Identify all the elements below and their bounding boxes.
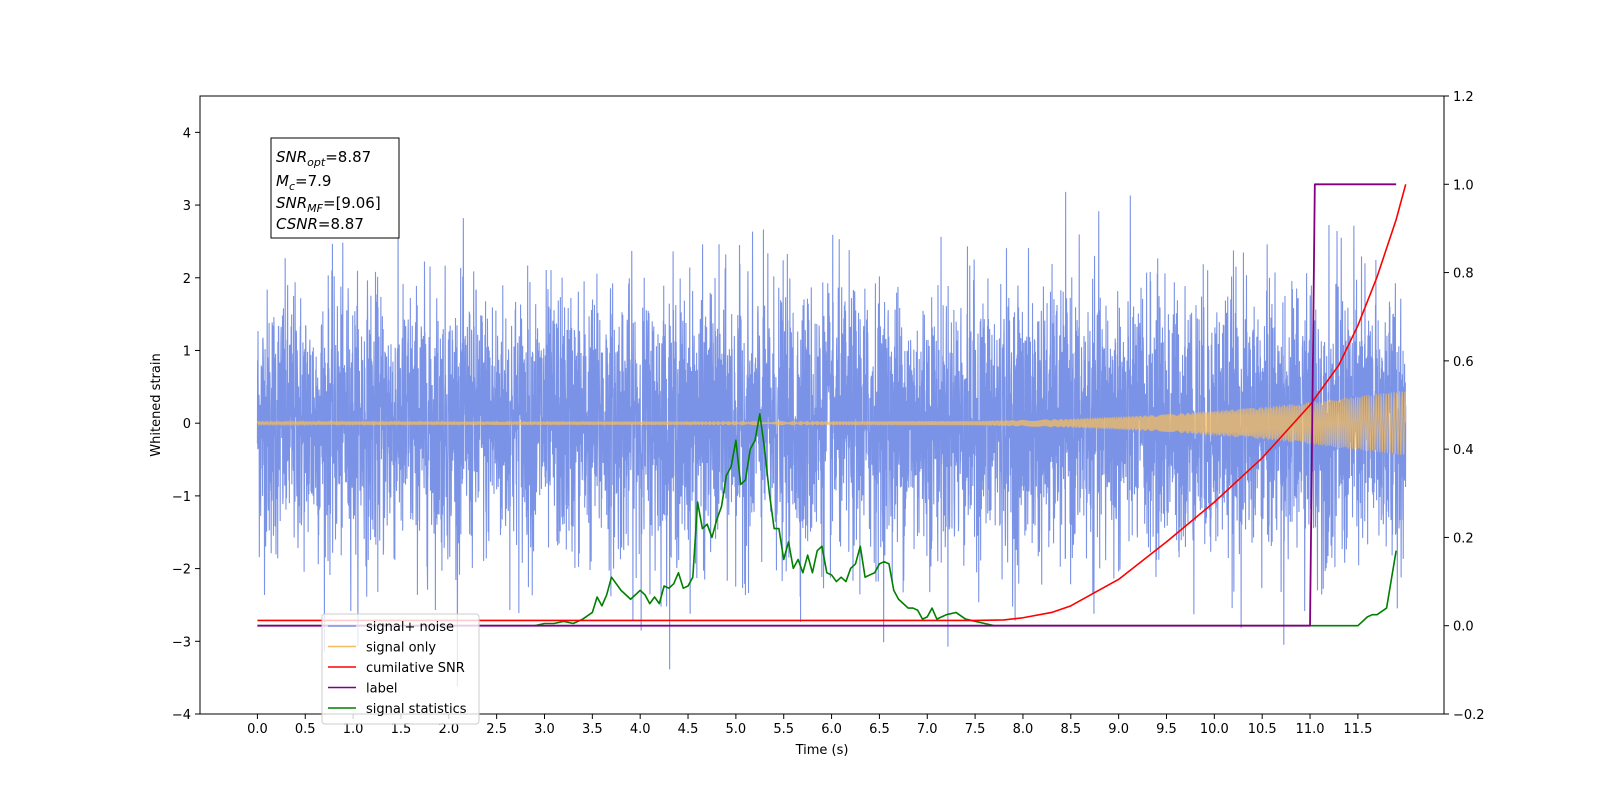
y2-tick-label: 0.8 bbox=[1453, 267, 1474, 282]
x-tick-label: 5.0 bbox=[726, 722, 747, 737]
x-tick-label: 1.5 bbox=[391, 722, 412, 737]
x-tick-label: 11.0 bbox=[1296, 722, 1325, 737]
annotation-snr-mf: SNRMF=[9.06] bbox=[276, 194, 381, 215]
y2-tick-label: 1.2 bbox=[1453, 90, 1474, 105]
x-tick-label: 2.5 bbox=[486, 722, 507, 737]
y-tick-label: −2 bbox=[172, 563, 191, 578]
legend-label: label bbox=[366, 682, 397, 697]
y-tick-label: 0 bbox=[183, 417, 191, 432]
annotation-box: SNRopt=8.87 Mc=7.9 SNRMF=[9.06] CSNR=8.8… bbox=[270, 137, 400, 239]
signal-only-layer bbox=[256, 391, 1407, 455]
x-tick-label: 11.5 bbox=[1343, 722, 1372, 737]
x-tick-label: 7.5 bbox=[965, 722, 986, 737]
annotation-mc: Mc=7.9 bbox=[276, 172, 331, 193]
y-tick-label: 1 bbox=[183, 344, 191, 359]
y-tick-label: −1 bbox=[172, 490, 191, 505]
plot-area bbox=[256, 183, 1407, 687]
y2-tick-label: 0.6 bbox=[1453, 355, 1474, 370]
x-tick-label: 3.5 bbox=[582, 722, 603, 737]
y2-tick-label: 0.2 bbox=[1453, 531, 1474, 546]
y2-tick-label: 0.4 bbox=[1453, 443, 1474, 458]
x-tick-label: 1.0 bbox=[343, 722, 364, 737]
x-tick-label: 10.0 bbox=[1200, 722, 1229, 737]
x-tick-label: 5.5 bbox=[773, 722, 794, 737]
y-tick-label: 2 bbox=[183, 272, 191, 287]
x-tick-label: 3.0 bbox=[534, 722, 555, 737]
y-axis-ticks: −4 −3 −2 −1 0 1 2 3 4 bbox=[172, 126, 200, 723]
x-tick-label: 6.5 bbox=[869, 722, 890, 737]
x-tick-label: 6.0 bbox=[821, 722, 842, 737]
legend-label: signal+ noise bbox=[366, 620, 454, 635]
y2-tick-label: −0.2 bbox=[1453, 708, 1485, 723]
series-label bbox=[257, 183, 1397, 627]
annotation-snr-opt: SNRopt=8.87 bbox=[276, 148, 371, 169]
series-signal-noise bbox=[256, 191, 1407, 687]
legend-frame bbox=[321, 613, 480, 725]
series-cumulative-snr bbox=[257, 184, 1407, 622]
y2-tick-label: 0.0 bbox=[1453, 620, 1474, 635]
x-tick-label: 8.0 bbox=[1013, 722, 1034, 737]
y2-tick-label: 1.0 bbox=[1453, 178, 1474, 193]
x-tick-label: 8.5 bbox=[1060, 722, 1081, 737]
x-tick-label: 4.5 bbox=[678, 722, 699, 737]
annotation-csnr: CSNR=8.87 bbox=[276, 215, 364, 233]
y-tick-label: 4 bbox=[183, 126, 191, 141]
y-axis-label: Whitened strain bbox=[149, 353, 164, 456]
y-tick-label: −3 bbox=[172, 635, 191, 650]
x-tick-label: 0.0 bbox=[247, 722, 268, 737]
y-tick-label: −4 bbox=[172, 708, 191, 723]
series-signal-statistics bbox=[257, 413, 1397, 627]
right-axis-series-layer bbox=[257, 183, 1407, 627]
legend-label: cumilative SNR bbox=[366, 661, 465, 676]
x-axis-label: Time (s) bbox=[795, 743, 849, 758]
x-tick-label: 7.0 bbox=[917, 722, 938, 737]
signal-noise-layer bbox=[256, 191, 1407, 687]
x-tick-label: 9.5 bbox=[1156, 722, 1177, 737]
legend: signal+ noise signal only cumilative SNR la… bbox=[321, 613, 480, 725]
y-tick-label: 3 bbox=[183, 199, 191, 214]
x-tick-label: 4.0 bbox=[630, 722, 651, 737]
x-tick-label: 10.5 bbox=[1248, 722, 1277, 737]
y2-axis-ticks: −0.2 0.0 0.2 0.4 0.6 0.8 1.0 1.2 bbox=[1444, 90, 1485, 723]
x-tick-label: 9.0 bbox=[1108, 722, 1129, 737]
x-tick-label: 0.5 bbox=[295, 722, 316, 737]
x-tick-label: 2.0 bbox=[438, 722, 459, 737]
x-axis-ticks: 0.0 0.5 1.0 1.5 2.0 2.5 3.0 3.5 4.0 4.5 5.0 5.5 6.0 6… bbox=[247, 714, 1372, 737]
plot-frame bbox=[199, 95, 1445, 715]
series-signal-only bbox=[256, 391, 1407, 455]
legend-label: signal statistics bbox=[366, 702, 467, 717]
legend-label: signal only bbox=[366, 641, 436, 656]
